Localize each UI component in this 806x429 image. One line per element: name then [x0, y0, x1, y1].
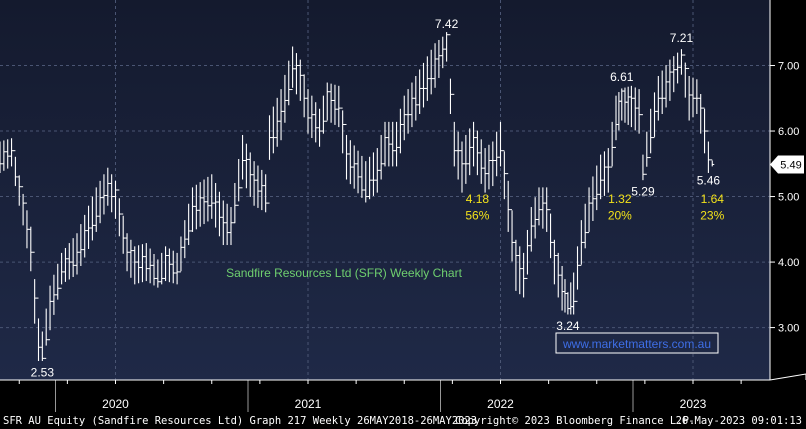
y-tick-label: 4.00 [778, 257, 799, 269]
watermark-box [555, 332, 719, 354]
axis-corner-line [769, 373, 806, 381]
price-annotation: 7.21 [670, 31, 694, 45]
footer-security-info: SFR AU Equity (Sandfire Resources Ltd) G… [3, 415, 478, 427]
price-annotation: 1.64 [701, 192, 725, 206]
watermark-label: www.marketmatters.com.au [562, 337, 711, 351]
price-annotation: 7.42 [435, 17, 459, 31]
y-tick-label: 5.00 [778, 192, 799, 204]
footer-copyright: Copyright© 2023 Bloomberg Finance L.P. [455, 415, 696, 427]
x-tick-label: 2021 [295, 397, 322, 411]
price-annotation: 5.29 [631, 185, 655, 199]
last-price-marker [770, 155, 804, 174]
price-chart: 2.53 7.42 3.24 6.61 5.29 7.21 5.46 4.18 56% 1.32 2… [0, 0, 806, 412]
x-tick-label: 2020 [102, 397, 129, 411]
x-tick-label: 2022 [487, 397, 514, 411]
x-tick-label: 2023 [680, 397, 707, 411]
price-annotation: 6.61 [610, 70, 634, 84]
chart-title: Sandfire Resources Ltd (SFR) Weekly Char… [226, 266, 463, 280]
y-tick-label: 6.00 [778, 126, 799, 138]
last-price-label: 5.49 [780, 159, 801, 171]
price-annotation: 3.24 [556, 319, 580, 333]
price-annotation: 4.18 [466, 192, 490, 206]
price-annotation: 20% [608, 208, 632, 222]
price-annotation: 5.46 [697, 173, 721, 187]
y-tick-label: 3.00 [778, 323, 799, 335]
y-tick-label: 7.00 [778, 61, 799, 73]
price-annotation: 56% [465, 208, 489, 222]
footer-bar: SFR AU Equity (Sandfire Resources Ltd) G… [0, 413, 806, 429]
footer-timestamp: 26-May-2023 09:01:13 [675, 415, 802, 427]
price-annotation: 2.53 [31, 365, 55, 379]
plot-background [0, 0, 770, 380]
price-annotation: 1.32 [608, 192, 632, 206]
price-annotation: 23% [700, 208, 724, 222]
